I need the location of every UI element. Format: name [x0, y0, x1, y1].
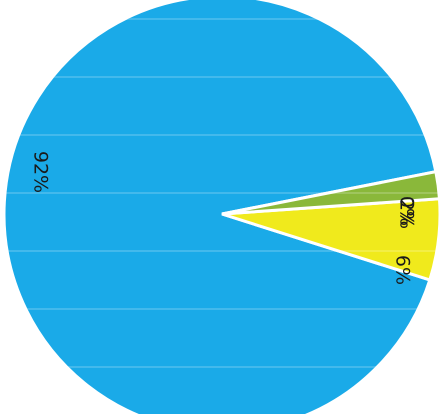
- label-92-text: 92%: [30, 151, 52, 193]
- pie-labels: 92% 6% 2%0%: [30, 151, 418, 285]
- label-6-text: 6%: [392, 255, 414, 285]
- label-2-text: 2%: [396, 199, 418, 229]
- label-0-text: 0%: [396, 196, 418, 226]
